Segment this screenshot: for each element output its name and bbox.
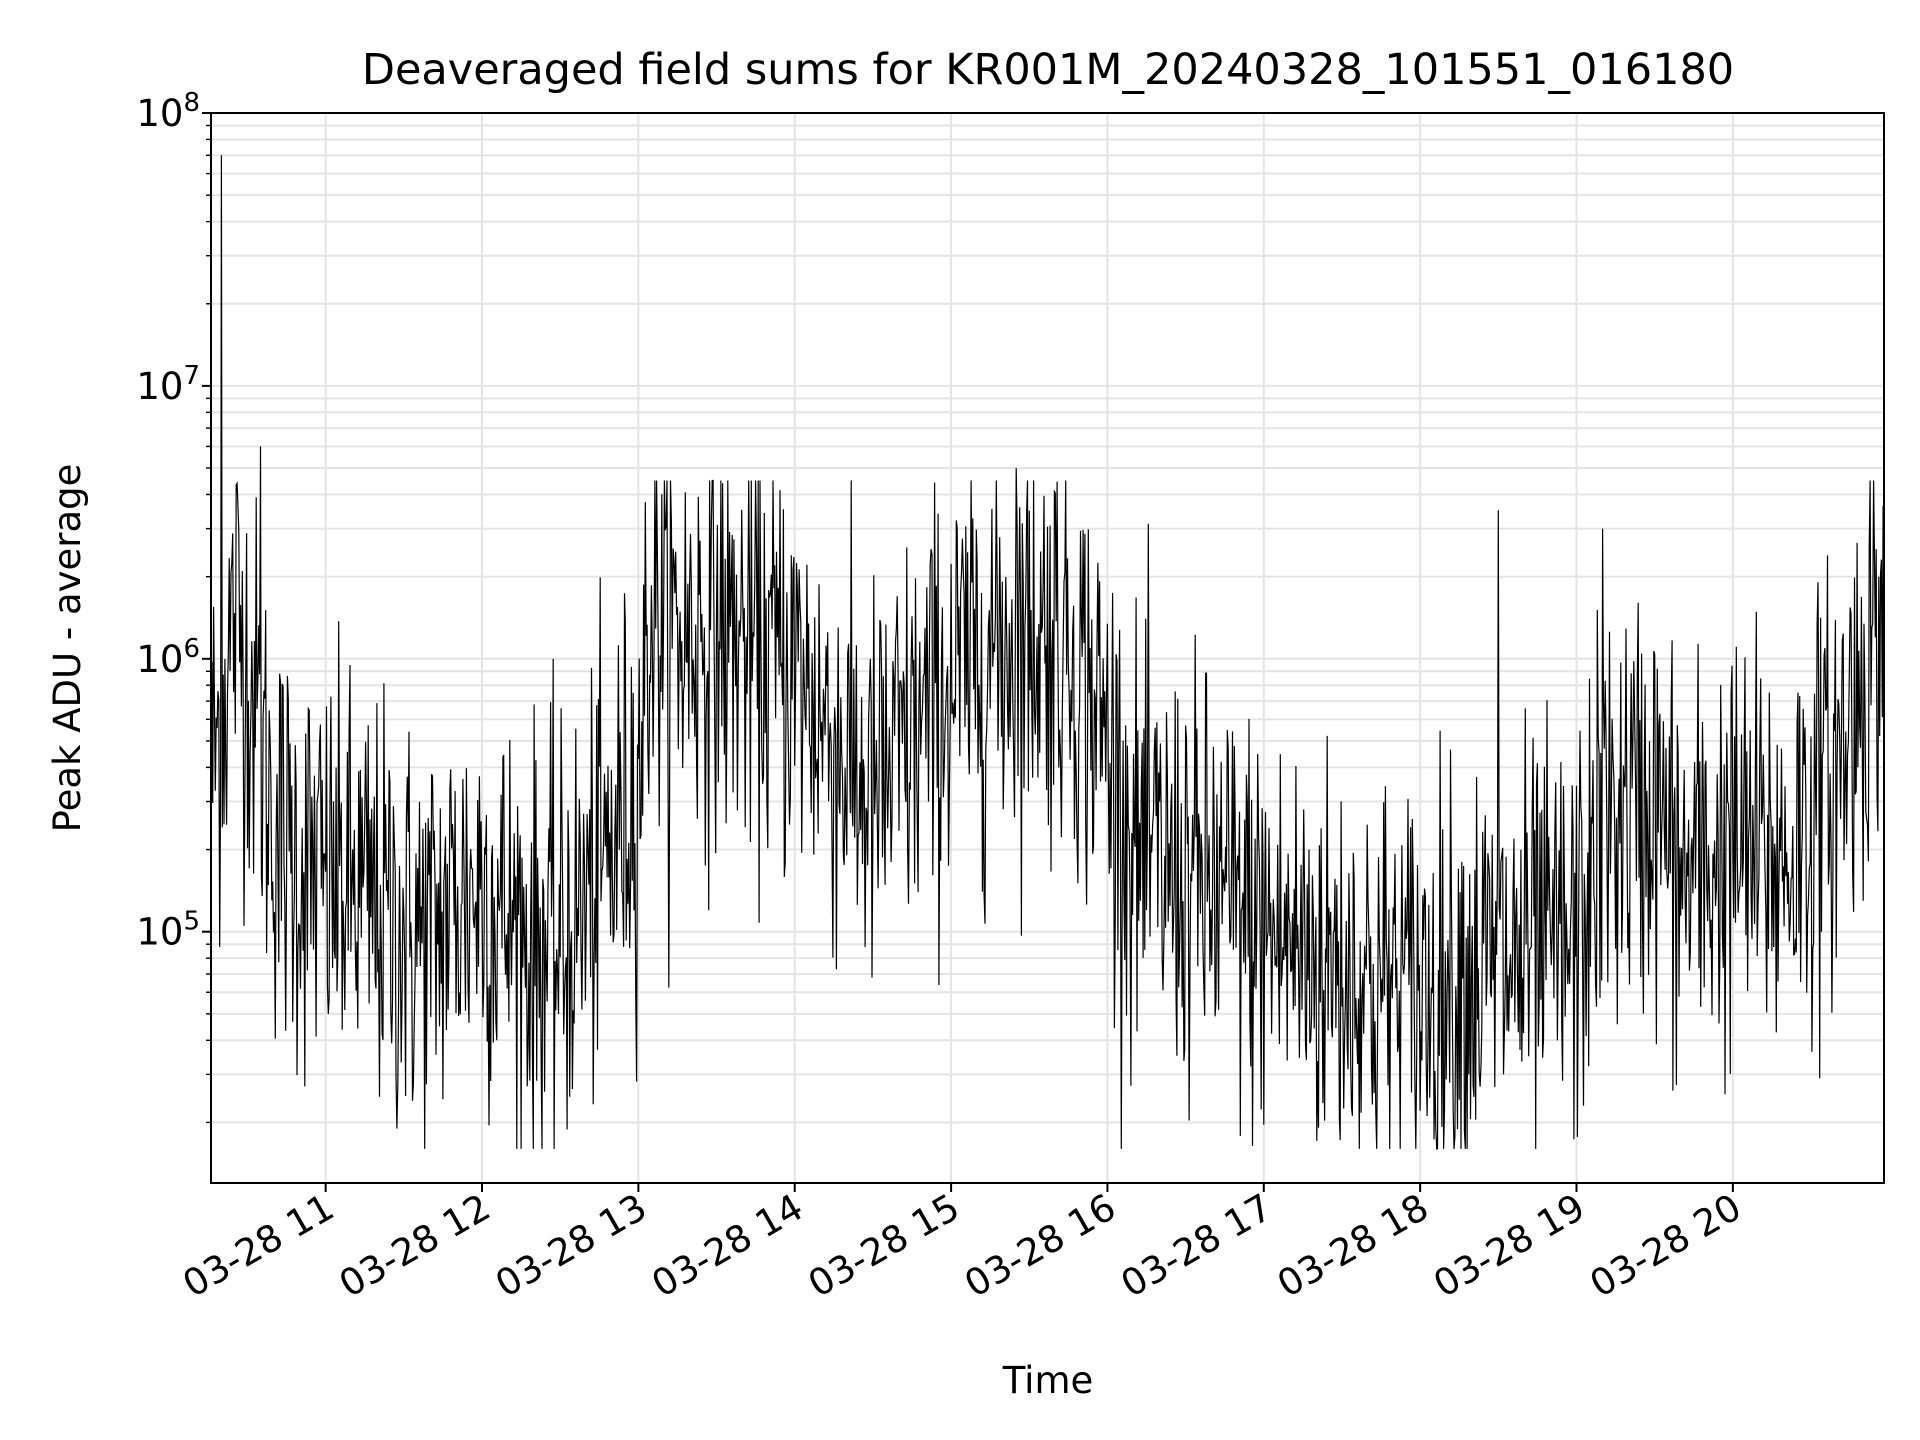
y-tick-label: 108 bbox=[136, 88, 200, 135]
y-axis: 105 106 107 108 bbox=[136, 88, 211, 1124]
x-axis-label: Time bbox=[1002, 1359, 1094, 1402]
y-tick-label: 107 bbox=[136, 361, 200, 408]
series-layer bbox=[210, 155, 1885, 1150]
y-axis-label: Peak ADU - average bbox=[46, 464, 89, 833]
series-line bbox=[210, 155, 1885, 1150]
y-tick-label: 106 bbox=[136, 634, 200, 681]
y-tick-label: 105 bbox=[136, 907, 200, 954]
plot-frame bbox=[210, 112, 1885, 1184]
chart-title: Deaveraged field sums for KR001M_2024032… bbox=[362, 45, 1734, 95]
